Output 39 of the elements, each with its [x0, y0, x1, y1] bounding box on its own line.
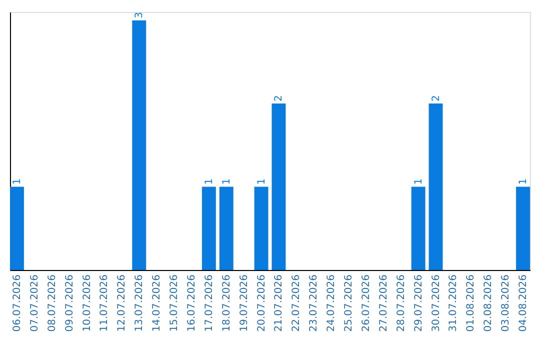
- x-tick-label: 12.07.2026: [116, 274, 128, 332]
- x-tick-label: 25.07.2026: [344, 274, 355, 332]
- data-label: 1: [256, 178, 268, 185]
- data-label: 1: [221, 178, 232, 185]
- x-tick-label: 04.08.2026: [518, 274, 530, 332]
- x-tick-label: 03.08.2026: [500, 274, 512, 332]
- data-label: 2: [274, 95, 285, 102]
- x-tick-label: 09.07.2026: [64, 274, 76, 332]
- x-tick-label: 16.07.2026: [186, 274, 198, 332]
- x-tick-label: 11.07.2026: [99, 274, 110, 332]
- x-tick-label: 01.08.2026: [466, 274, 477, 332]
- x-tick-label: 07.07.2026: [29, 274, 40, 332]
- data-label: 1: [413, 178, 424, 185]
- x-tick-label: 14.07.2026: [152, 274, 163, 332]
- x-tick-label: 13.07.2026: [134, 274, 146, 332]
- x-tick-label: 29.07.2026: [413, 274, 424, 332]
- x-tick-label: 22.07.2026: [291, 274, 302, 332]
- x-tick-label: 08.07.2026: [46, 274, 58, 332]
- x-tick-label: 02.08.2026: [483, 274, 494, 332]
- x-tick-label: 28.07.2026: [396, 274, 407, 332]
- data-label: 2: [430, 95, 442, 102]
- x-tick-label: 19.07.2026: [238, 274, 250, 332]
- x-tick-label: 20.07.2026: [256, 274, 268, 332]
- data-label: 3: [134, 12, 146, 18]
- x-tick-label: 18.07.2026: [221, 274, 232, 332]
- data-label: 1: [204, 178, 215, 185]
- x-tick-label: 23.07.2026: [308, 274, 320, 332]
- x-tick-label: 17.07.2026: [204, 274, 215, 332]
- x-tick-label: 26.07.2026: [360, 274, 372, 332]
- x-tick-label: 15.07.2026: [169, 274, 180, 332]
- data-label: 1: [518, 178, 530, 185]
- data-label: 1: [12, 178, 23, 185]
- x-tick-label: 31.07.2026: [448, 274, 460, 332]
- x-tick-label: 24.07.2026: [326, 274, 338, 332]
- x-tick-label: 21.07.2026: [274, 274, 285, 332]
- x-tick-label: 30.07.2026: [430, 274, 442, 332]
- x-tick-label: 10.07.2026: [82, 274, 93, 332]
- x-tick-label: 27.07.2026: [378, 274, 390, 332]
- x-tick-label: 06.07.2026: [12, 274, 23, 332]
